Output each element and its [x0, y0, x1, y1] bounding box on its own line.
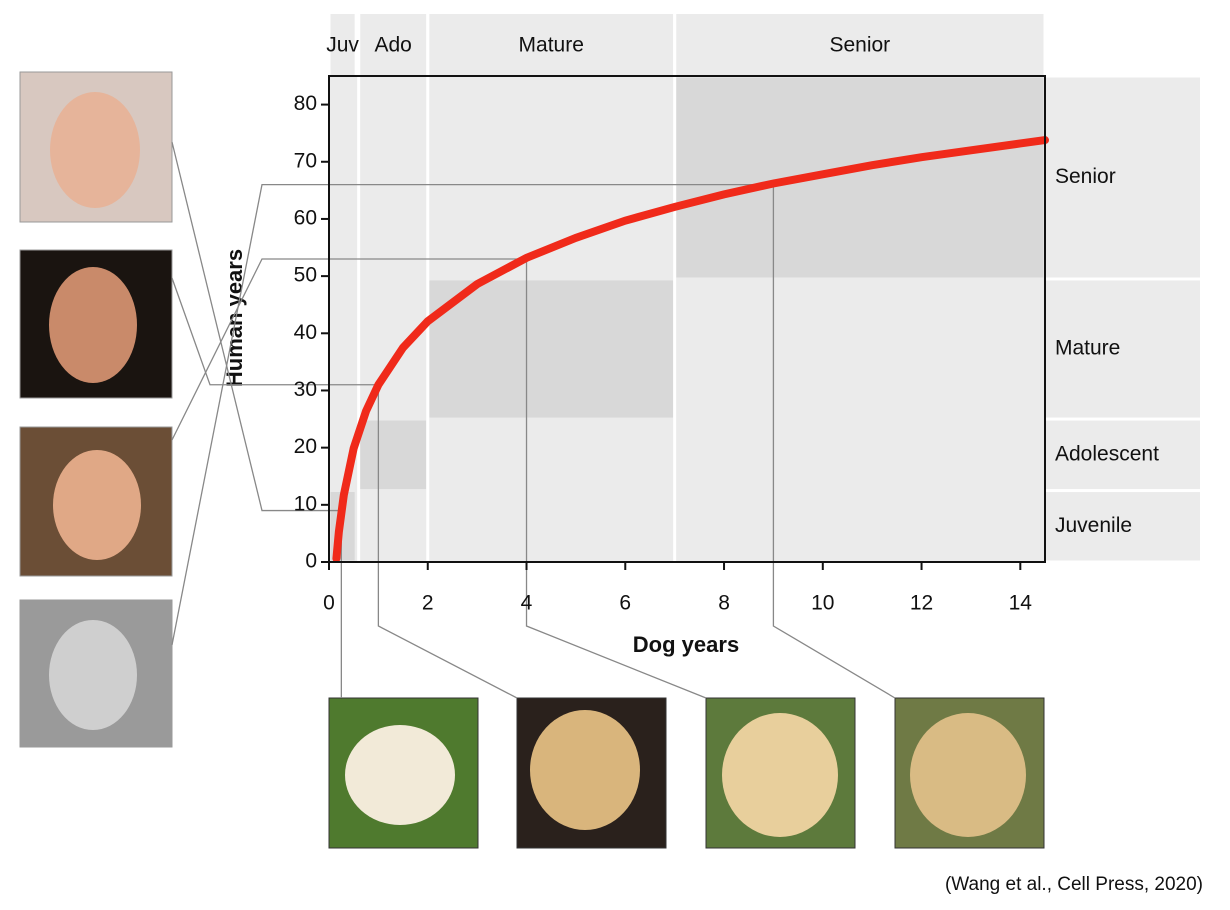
photo — [530, 710, 640, 830]
stage-column-label: Senior — [829, 34, 890, 57]
x-tick-label: 12 — [910, 592, 933, 615]
y-tick-label: 10 — [294, 492, 317, 515]
caption: (Wang et al., Cell Press, 2020) — [945, 874, 1203, 895]
x-tick-label: 14 — [1009, 592, 1033, 615]
reference-line — [171, 141, 342, 512]
photo — [910, 713, 1026, 837]
stage-row — [1045, 420, 1200, 490]
photo — [345, 725, 455, 825]
stage-row — [1045, 77, 1200, 278]
curve — [332, 136, 1049, 563]
stage-row — [1045, 492, 1200, 561]
stage-row-label: Senior — [1055, 165, 1116, 188]
stage-overlap — [360, 420, 427, 490]
y-tick-label: 20 — [294, 435, 317, 458]
plot-frame — [328, 75, 1046, 563]
y-tick-label: 40 — [294, 321, 317, 344]
y-axis-title: Human years — [222, 249, 247, 387]
reference-line — [525, 258, 707, 699]
reference-line — [171, 277, 379, 386]
y-tick-label: 80 — [294, 92, 317, 115]
y-tick-label: 30 — [294, 378, 317, 401]
background-layer — [329, 14, 1200, 562]
reference-line — [377, 384, 518, 699]
stage-column-label: Mature — [519, 34, 584, 57]
y-tick-label: 50 — [294, 264, 317, 287]
stage-column-label: Juv — [326, 34, 359, 57]
x-tick-label: 2 — [422, 592, 434, 615]
stage-row — [1045, 280, 1200, 418]
x-tick-label: 0 — [323, 592, 335, 615]
photo — [49, 620, 137, 730]
photo — [53, 450, 141, 560]
y-tick-label: 0 — [305, 550, 317, 573]
stage-row-label: Juvenile — [1055, 514, 1132, 537]
photo — [722, 713, 838, 837]
stage-row-label: Mature — [1055, 337, 1120, 360]
x-axis-title: Dog years — [633, 632, 739, 657]
dog-photos — [328, 697, 1045, 849]
x-tick-label: 10 — [811, 592, 834, 615]
x-tick-label: 8 — [718, 592, 730, 615]
x-tick-label: 6 — [619, 592, 631, 615]
photo — [49, 267, 137, 383]
human-photos — [19, 71, 173, 748]
stage-overlap — [676, 77, 1044, 278]
y-tick-label: 70 — [294, 149, 317, 172]
reference-line — [171, 258, 527, 441]
y-tick-label: 60 — [294, 206, 317, 229]
stage-row-label: Adolescent — [1055, 442, 1159, 465]
x-tick-label: 4 — [521, 592, 533, 615]
stage-column-label: Ado — [375, 34, 412, 57]
reference-line — [171, 183, 774, 646]
stage-overlap — [429, 280, 674, 418]
photo — [50, 92, 140, 208]
reference-line — [772, 184, 896, 699]
